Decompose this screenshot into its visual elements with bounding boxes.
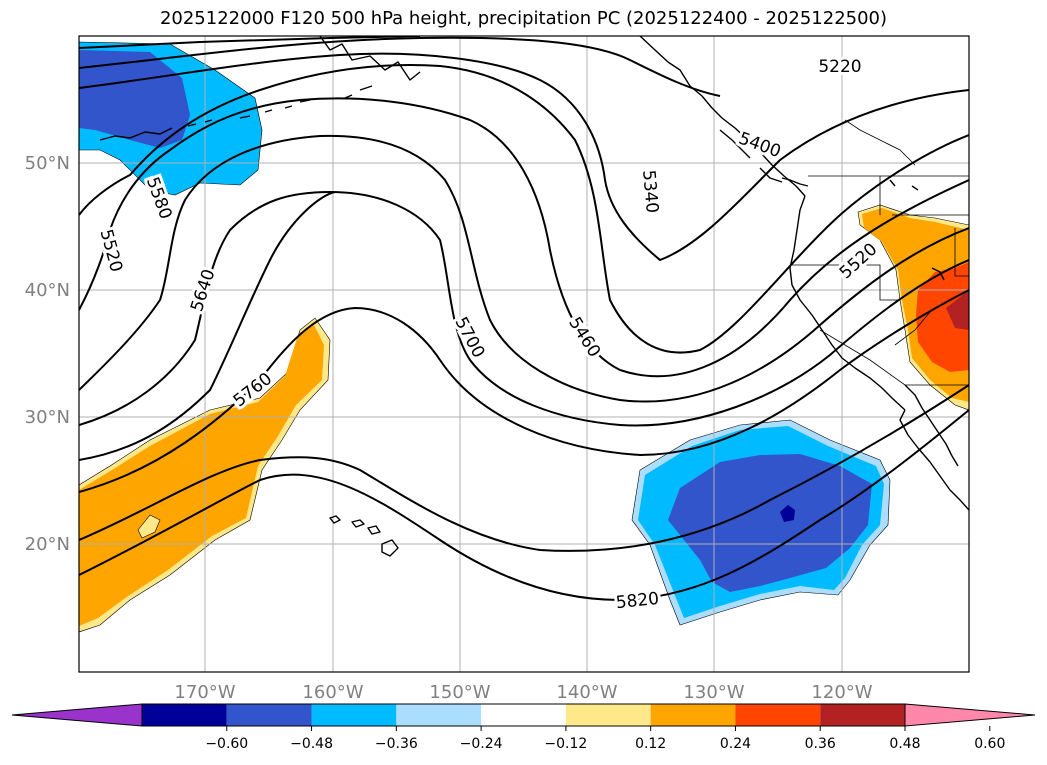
colorbar-bin — [396, 704, 482, 726]
colorbar-tick-label: −0.24 — [460, 736, 503, 752]
colorbar-bin — [735, 704, 821, 726]
colorbar-tick-label: 0.36 — [805, 736, 836, 752]
colorbar-tick-label: −0.60 — [205, 736, 248, 752]
colorbar-bin — [142, 704, 227, 726]
lon-label: 150°W — [429, 682, 490, 703]
colorbar-bin — [311, 704, 397, 726]
lat-label: 30°N — [25, 407, 70, 428]
lat-label: 20°N — [25, 534, 70, 555]
longitude-labels: 170°W 160°W 150°W 140°W 130°W 120°W — [174, 682, 872, 703]
colorbar-tick-label: 0.12 — [635, 736, 666, 752]
lon-label: 160°W — [302, 682, 363, 703]
coastlines — [99, 36, 969, 557]
colorbar-bin — [226, 704, 312, 726]
contour-label: 5220 — [818, 57, 861, 77]
colorbar-bin — [481, 704, 566, 726]
lat-label: 50°N — [25, 153, 70, 174]
lon-label: 120°W — [811, 682, 872, 703]
colorbar-tick-label: −0.36 — [375, 736, 418, 752]
colorbar-tick-label: 0.24 — [720, 736, 751, 752]
colorbar-extend-high — [904, 703, 1036, 727]
colorbar-tick-label: −0.48 — [290, 736, 333, 752]
lon-label: 170°W — [174, 682, 235, 703]
colorbar-extend-low — [11, 703, 143, 727]
shading-negative-northwest — [79, 41, 263, 196]
plot-frame — [78, 35, 970, 673]
colorbar: −0.60 −0.48 −0.36 −0.24 −0.12 0.12 0.24 0.36 0.4… — [11, 703, 1036, 752]
colorbar-frame — [141, 703, 906, 727]
colorbar-tick-label: −0.12 — [544, 736, 587, 752]
lat-label: 40°N — [25, 280, 70, 301]
colorbar-tick-label: 0.48 — [889, 736, 920, 752]
latitude-labels: 50°N 40°N 30°N 20°N — [25, 153, 70, 555]
contour-label: 5340 — [638, 169, 662, 214]
lon-label: 130°W — [683, 682, 744, 703]
lon-label: 140°W — [556, 682, 617, 703]
colorbar-tick-label: 0.60 — [974, 736, 1005, 752]
colorbar-bin — [565, 704, 651, 726]
map-title: 2025122000 F120 500 hPa height, precipit… — [159, 8, 888, 29]
graticule — [79, 36, 969, 672]
colorbar-bin — [820, 704, 905, 726]
colorbar-bin — [650, 704, 736, 726]
borders — [790, 119, 969, 386]
height-contours — [79, 36, 969, 602]
